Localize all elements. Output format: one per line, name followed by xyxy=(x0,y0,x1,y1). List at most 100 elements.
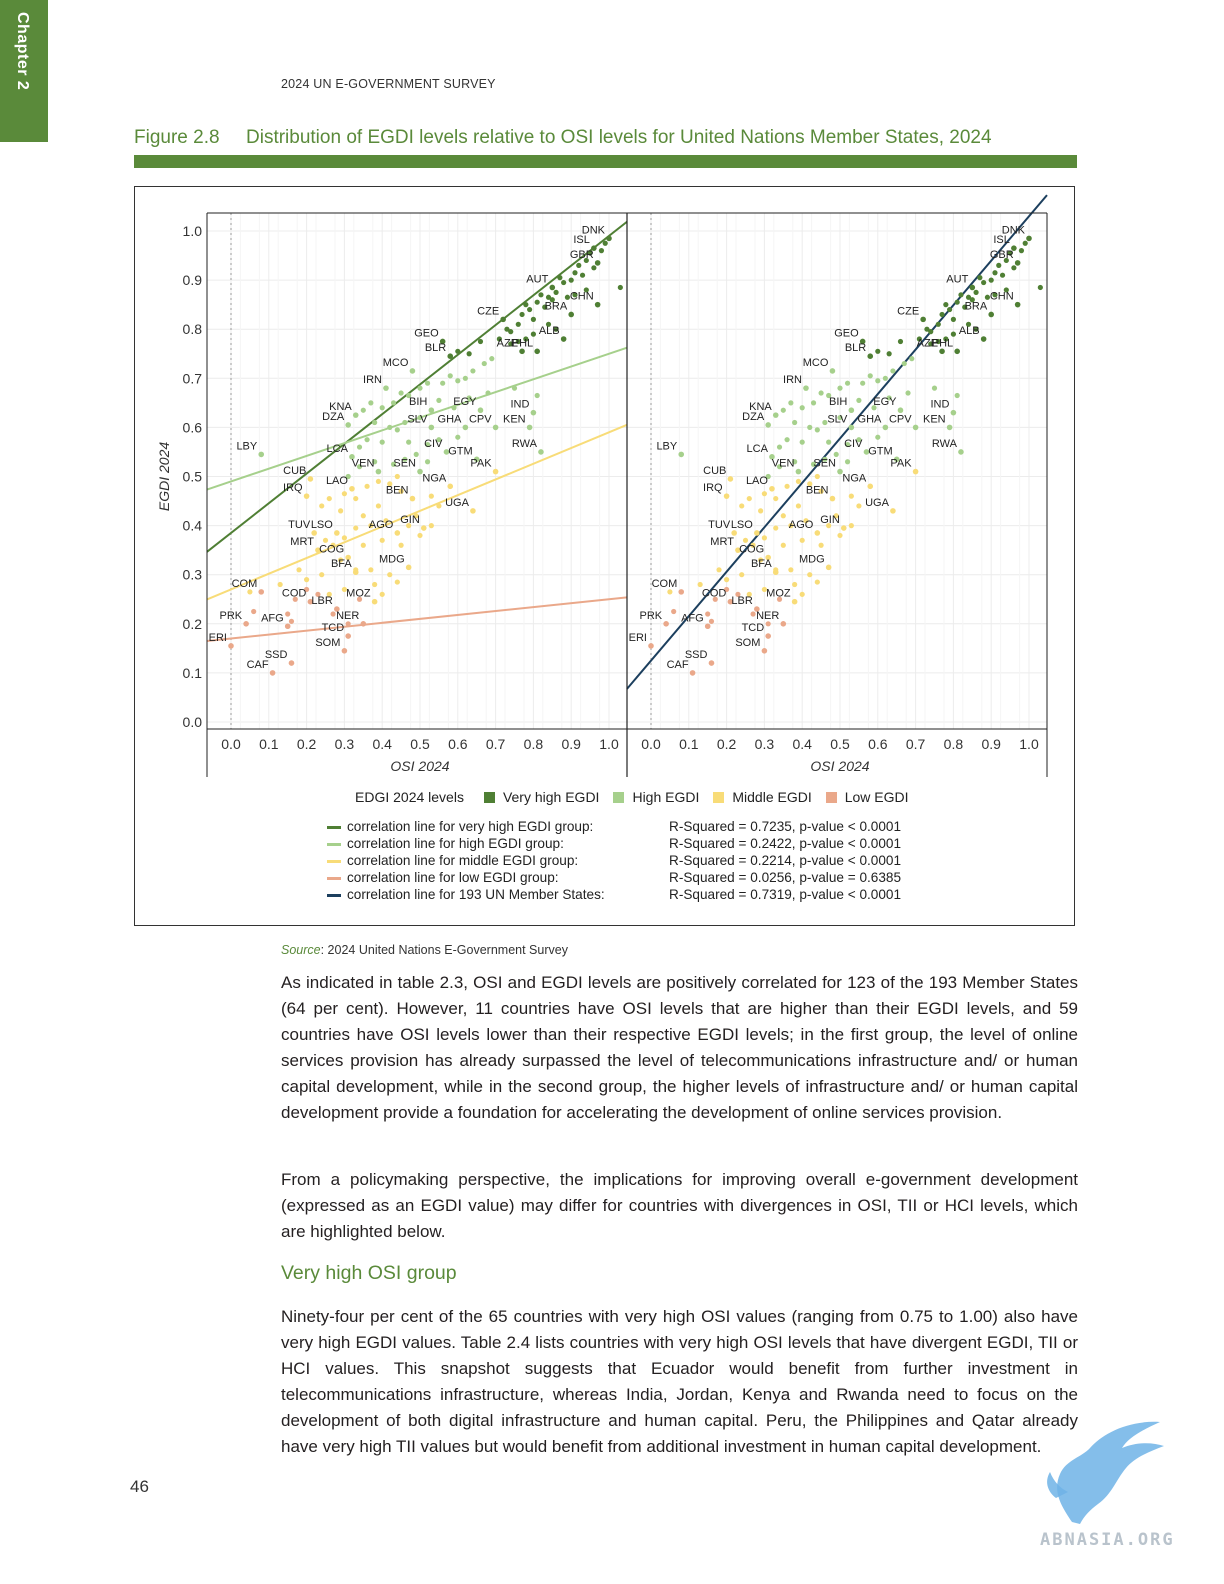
point-label-cub: CUB xyxy=(703,465,726,477)
data-point-uga xyxy=(890,508,896,514)
figure-number: Figure 2.8 xyxy=(134,127,220,148)
chapter-tab-label: Chapter 2 xyxy=(14,12,31,91)
point-label-aze: AZE xyxy=(497,337,518,349)
data-point xyxy=(455,348,461,354)
data-point xyxy=(992,270,998,276)
data-point xyxy=(447,373,453,379)
data-point xyxy=(440,380,446,386)
x-tick-label: 0.7 xyxy=(486,736,506,752)
point-label-alb: ALB xyxy=(959,325,980,337)
point-label-eri: ERI xyxy=(209,632,227,644)
data-point xyxy=(379,439,385,445)
data-point xyxy=(485,390,491,396)
data-point xyxy=(818,542,824,548)
point-label-irq: IRQ xyxy=(703,482,723,494)
watermark-text: ABNASIA.ORG xyxy=(1040,1530,1175,1550)
data-point xyxy=(799,439,805,445)
data-point xyxy=(375,478,382,485)
figure-source: Source: 2024 United Nations E-Government… xyxy=(281,943,568,957)
data-point xyxy=(765,621,771,627)
point-label-prk: PRK xyxy=(639,610,662,622)
data-point xyxy=(788,567,794,573)
data-point-phl xyxy=(534,348,540,355)
data-point xyxy=(564,294,571,300)
data-point xyxy=(364,483,370,489)
data-point xyxy=(553,289,559,295)
data-point xyxy=(837,385,843,391)
correlation-line-swatch xyxy=(327,893,341,897)
data-point xyxy=(341,491,347,497)
point-label-cod: COD xyxy=(282,588,307,600)
data-point xyxy=(583,257,589,264)
data-point xyxy=(792,459,798,465)
point-label-ind: IND xyxy=(510,399,529,411)
data-point xyxy=(958,292,964,298)
data-point xyxy=(345,473,351,480)
data-point-mrt xyxy=(315,547,321,553)
point-label-gbr: GBR xyxy=(570,249,594,261)
data-point-irn xyxy=(383,385,389,391)
point-label-nga: NGA xyxy=(842,472,867,484)
data-point-aut xyxy=(969,284,976,291)
point-label-irn: IRN xyxy=(363,374,382,386)
data-point xyxy=(436,397,442,403)
legend-item-middle: Middle EGDI xyxy=(732,789,812,805)
data-point xyxy=(402,419,408,426)
point-label-cub: CUB xyxy=(283,465,306,477)
data-point-lso xyxy=(754,530,760,536)
data-point-ssd xyxy=(288,660,295,666)
point-label-uga: UGA xyxy=(865,497,890,509)
data-point xyxy=(481,360,487,367)
data-point-gtm xyxy=(893,456,900,463)
point-label-lca: LCA xyxy=(747,443,769,455)
point-label-cze: CZE xyxy=(897,305,919,317)
data-point xyxy=(882,375,888,381)
point-label-lso: LSO xyxy=(731,519,753,531)
data-point xyxy=(394,579,400,585)
data-point xyxy=(746,495,752,502)
data-point xyxy=(477,338,484,345)
data-point-lca xyxy=(349,454,355,460)
point-label-uga: UGA xyxy=(445,497,470,509)
data-point xyxy=(810,400,817,406)
section-subheading: Very high OSI group xyxy=(281,1262,457,1284)
point-label-tcd: TCD xyxy=(742,622,765,634)
data-point xyxy=(549,297,555,303)
data-point xyxy=(379,537,385,543)
point-label-cpv: CPV xyxy=(889,413,912,425)
point-label-afg: AFG xyxy=(681,612,704,624)
data-point xyxy=(939,311,945,318)
data-point xyxy=(462,375,468,381)
data-point xyxy=(890,368,896,374)
data-point-caf xyxy=(689,670,696,676)
data-point xyxy=(587,250,593,256)
data-point xyxy=(671,608,677,615)
data-point-blr xyxy=(447,353,454,360)
data-point-pak xyxy=(492,468,499,475)
point-label-geo: GEO xyxy=(414,327,439,339)
data-point-gha xyxy=(462,424,469,431)
data-point xyxy=(973,289,979,295)
data-point xyxy=(330,542,336,548)
data-point-dza xyxy=(765,422,771,428)
y-tick-label: 0.6 xyxy=(183,419,203,435)
data-point xyxy=(379,591,385,597)
data-point xyxy=(579,272,586,278)
data-point xyxy=(527,306,533,313)
data-point xyxy=(988,277,994,283)
x-tick-label: 0.2 xyxy=(297,736,317,752)
data-point xyxy=(557,275,563,281)
data-point xyxy=(803,518,809,524)
point-label-slv: SLV xyxy=(407,413,428,425)
point-label-geo: GEO xyxy=(834,327,859,339)
regression-line-very-high xyxy=(206,220,628,553)
regression-line-high xyxy=(206,346,628,491)
point-label-irq: IRQ xyxy=(283,482,303,494)
data-point-tuv xyxy=(311,530,317,536)
data-point xyxy=(530,316,536,322)
x-tick-label: 0.0 xyxy=(641,736,661,752)
point-label-cog: COG xyxy=(739,544,764,556)
data-point-som xyxy=(761,648,768,654)
source-text: : 2024 United Nations E-Government Surve… xyxy=(320,943,568,957)
data-point-sen xyxy=(417,468,423,475)
